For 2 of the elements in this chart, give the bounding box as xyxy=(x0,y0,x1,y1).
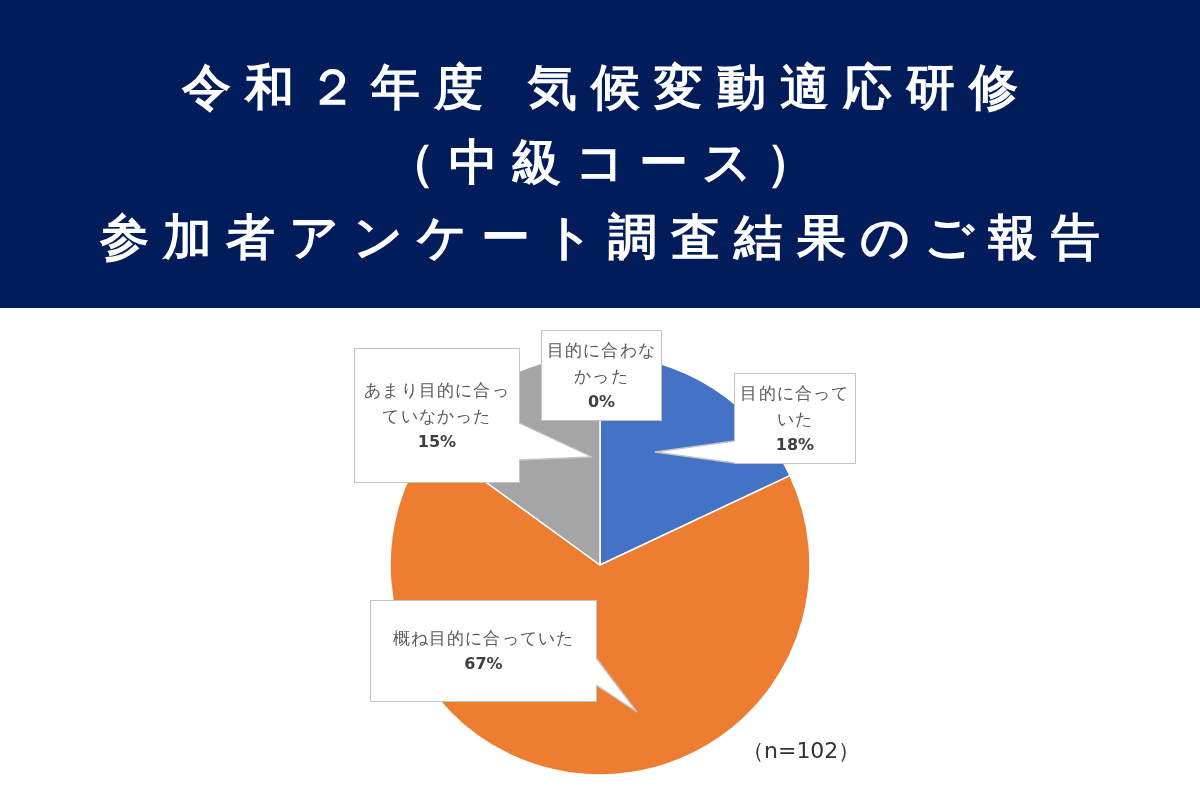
chart-title: 令和２年度 気候変動適応研修（中級コース）参加者アンケート調査結果のご報告 xyxy=(99,58,1114,268)
annotation: （n=102） xyxy=(742,737,861,765)
